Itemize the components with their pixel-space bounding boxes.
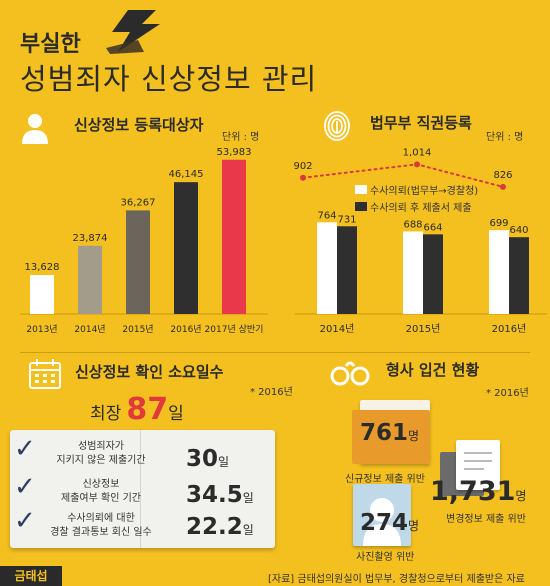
registration-chart: 13,628 2013년 23,874 2014년 36,267 2015년 46,145 2… bbox=[20, 147, 268, 335]
max-days-value: 87 bbox=[126, 392, 169, 427]
photo-label: 사진촬영 위반 bbox=[356, 552, 415, 563]
x-tick-label: 2014년 bbox=[320, 323, 355, 335]
x-tick-label: 2015년 bbox=[406, 323, 441, 335]
criminal-note: * 2016년 bbox=[486, 388, 529, 399]
bar bbox=[489, 230, 509, 314]
handcuffs-icon bbox=[330, 361, 370, 386]
bar-value-label: 53,983 bbox=[217, 147, 252, 158]
verification-row-1-value: 30일 bbox=[186, 446, 230, 472]
line-point bbox=[414, 161, 420, 168]
bar-value-label: 36,267 bbox=[121, 197, 156, 208]
x-tick-label: 2013년 bbox=[26, 324, 57, 335]
bar-value-label: 23,874 bbox=[73, 233, 108, 244]
fingerprint-icon bbox=[324, 111, 350, 141]
ministry-title: 법무부 직권등록 bbox=[370, 114, 472, 132]
line-point bbox=[300, 174, 306, 181]
verification-row-3-label: 수사의뢰에 대한 경찰 결과통보 회신 일수 bbox=[50, 513, 152, 538]
bar-value-label: 664 bbox=[423, 222, 442, 233]
changed-info-label: 변경정보 제출 위반 bbox=[446, 514, 526, 525]
verification-row-3-value: 22.2일 bbox=[186, 514, 254, 540]
new-info-card bbox=[352, 400, 430, 464]
source-note: [자료] 금태섭의원실이 법무부, 경찰청으로부터 제출받은 자료 bbox=[268, 574, 525, 585]
verification-row-2-label: 신상정보 제출여부 확인 기간 bbox=[61, 479, 141, 504]
verification-book bbox=[10, 430, 275, 548]
line-point bbox=[500, 183, 506, 190]
legend-swatch-white bbox=[355, 185, 367, 194]
portrait-icon bbox=[363, 498, 401, 546]
x-tick-label: 2015년 bbox=[122, 324, 153, 335]
legend-label-dark: 수사의뢰 후 제출서 제출 bbox=[370, 203, 472, 214]
book-spine bbox=[140, 430, 141, 548]
bar bbox=[423, 234, 443, 314]
doc-line bbox=[464, 460, 492, 462]
calendar-icon bbox=[29, 359, 61, 389]
legend-label-white: 수사의뢰(법무부→경찰청) bbox=[370, 186, 479, 197]
section-divider bbox=[20, 352, 530, 353]
photo-value: 274명 bbox=[360, 510, 420, 536]
max-days: 최장 87일 bbox=[90, 392, 184, 427]
bar-value-label: 699 bbox=[489, 218, 508, 229]
x-tick-label: 2017년 상반기 bbox=[205, 324, 264, 335]
registration-title: 신상정보 등록대상자 bbox=[74, 116, 204, 134]
page-subtitle: 부실한 bbox=[20, 32, 81, 57]
document-icon bbox=[456, 440, 500, 490]
bar-value-label: 688 bbox=[403, 219, 422, 230]
bar bbox=[78, 245, 102, 314]
bar bbox=[222, 159, 246, 314]
new-info-label: 신규정보 제출 위반 bbox=[345, 474, 425, 485]
bar-value-label: 46,145 bbox=[169, 169, 204, 180]
doc-line bbox=[464, 452, 492, 454]
registration-unit: 단위 : 명 bbox=[222, 132, 260, 143]
brand-logo: 금태섭 bbox=[0, 566, 62, 586]
legend-swatch-dark bbox=[355, 202, 367, 211]
verification-title: 신상정보 확인 소요일수 bbox=[75, 363, 224, 381]
x-tick-label: 2014년 bbox=[74, 324, 105, 335]
line-value-label: 826 bbox=[493, 170, 512, 181]
bar bbox=[317, 222, 337, 314]
bar bbox=[337, 226, 357, 314]
new-info-value: 761명 bbox=[360, 420, 420, 446]
check-icon: ✓ bbox=[14, 472, 36, 502]
bar-value-label: 764 bbox=[317, 210, 336, 221]
bar bbox=[174, 182, 198, 314]
max-days-prefix: 최장 bbox=[90, 404, 122, 424]
bar-value-label: 640 bbox=[509, 225, 528, 236]
bar-value-label: 13,628 bbox=[25, 262, 60, 273]
person-icon bbox=[22, 114, 48, 144]
ministry-unit: 단위 : 명 bbox=[486, 132, 524, 143]
bar-value-label: 731 bbox=[337, 214, 356, 225]
criminal-title: 형사 입건 현황 bbox=[386, 361, 480, 379]
bar bbox=[126, 210, 150, 314]
bar bbox=[30, 275, 54, 314]
max-days-unit: 일 bbox=[168, 404, 184, 424]
verification-note: * 2016년 bbox=[250, 387, 293, 398]
bar bbox=[509, 237, 529, 314]
photo-card bbox=[353, 484, 411, 546]
changed-info-value: 1,731명 bbox=[430, 476, 527, 507]
verification-row-2-value: 34.5일 bbox=[186, 482, 254, 508]
page-title: 성범죄자 신상정보 관리 bbox=[20, 62, 318, 96]
check-icon: ✓ bbox=[14, 506, 36, 536]
doc-line bbox=[464, 468, 484, 470]
check-icon: ✓ bbox=[14, 434, 36, 464]
folder-icon bbox=[352, 410, 430, 464]
line-value-label: 902 bbox=[293, 161, 312, 172]
x-tick-label: 2016년 bbox=[492, 323, 527, 335]
x-tick-label: 2016년 bbox=[170, 324, 201, 335]
verification-row-1-label: 성범죄자가 지키지 않은 제출기간 bbox=[56, 441, 146, 466]
line-value-label: 1,014 bbox=[403, 147, 432, 158]
lightning-icon bbox=[106, 10, 160, 54]
bar bbox=[403, 231, 423, 314]
